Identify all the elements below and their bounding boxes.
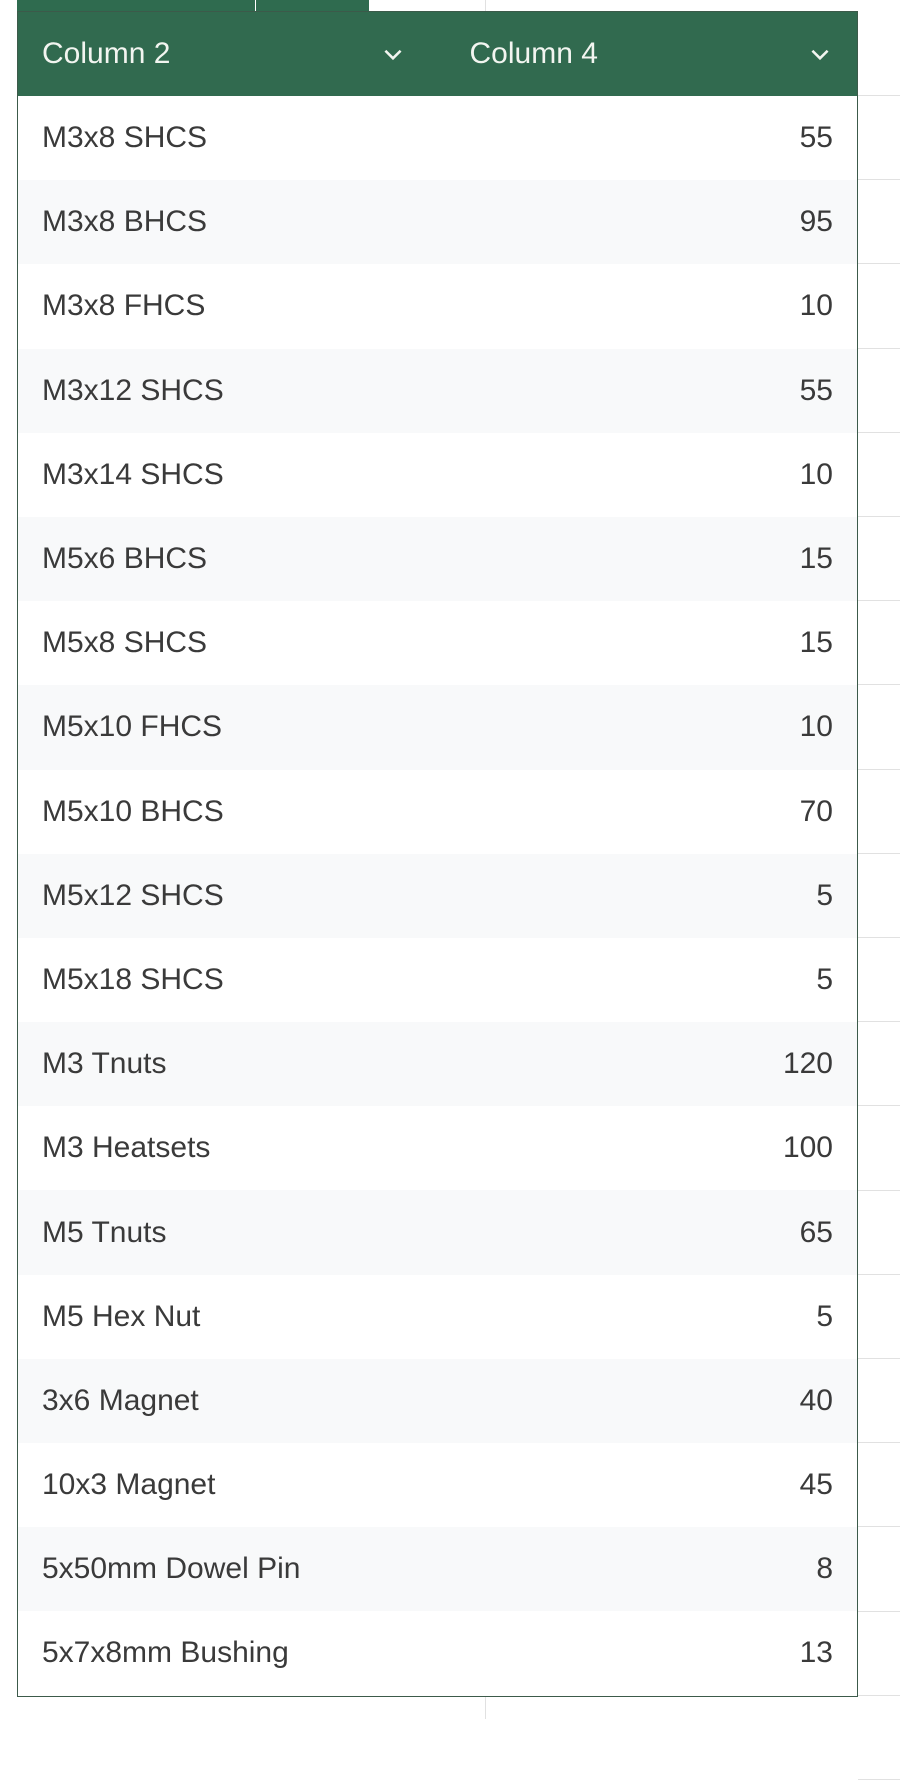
grid-line bbox=[858, 1273, 900, 1275]
item-cell[interactable]: M3 Tnuts bbox=[42, 1047, 167, 1081]
header-cell-above bbox=[256, 0, 369, 11]
quantity-cell[interactable]: 70 bbox=[799, 794, 833, 828]
quantity-cell[interactable]: 5 bbox=[816, 962, 833, 996]
quantity-cell[interactable]: 55 bbox=[799, 121, 833, 155]
table-row[interactable]: 5x7x8mm Bushing 13 bbox=[18, 1611, 857, 1695]
table-row[interactable]: M3x8 SHCS 55 bbox=[18, 96, 857, 180]
table-row[interactable]: M3 Tnuts 120 bbox=[18, 1022, 857, 1107]
table-row[interactable]: M5x8 SHCS 15 bbox=[18, 601, 857, 685]
quantity-cell[interactable]: 15 bbox=[799, 626, 833, 660]
table-row[interactable]: 5x50mm Dowel Pin 8 bbox=[18, 1527, 857, 1612]
grid-line bbox=[858, 516, 900, 517]
quantity-cell[interactable]: 95 bbox=[799, 205, 833, 239]
chevron-down-icon[interactable] bbox=[380, 41, 406, 67]
grid-line bbox=[858, 768, 900, 770]
quantity-cell[interactable]: 55 bbox=[799, 373, 833, 407]
grid-line bbox=[858, 684, 900, 686]
table-row[interactable]: M5x6 BHCS 15 bbox=[18, 516, 857, 602]
table-row[interactable]: M5x10 BHCS 70 bbox=[18, 770, 857, 854]
item-cell[interactable]: M3 Heatsets bbox=[42, 1131, 211, 1165]
item-cell[interactable]: M3x12 SHCS bbox=[42, 373, 224, 407]
quantity-cell[interactable]: 5 bbox=[816, 1299, 833, 1333]
chevron-down-icon[interactable] bbox=[807, 41, 833, 67]
item-cell[interactable]: M3x8 FHCS bbox=[42, 289, 206, 323]
table-row[interactable]: M5x10 FHCS 10 bbox=[18, 685, 857, 770]
item-cell[interactable]: 3x6 Magnet bbox=[42, 1383, 199, 1417]
item-cell[interactable]: 5x7x8mm Bushing bbox=[42, 1636, 289, 1670]
item-cell[interactable]: 10x3 Magnet bbox=[42, 1468, 216, 1502]
item-cell[interactable]: 5x50mm Dowel Pin bbox=[42, 1552, 301, 1586]
table-row[interactable]: M5x12 SHCS 5 bbox=[18, 853, 857, 938]
item-cell[interactable]: M5x12 SHCS bbox=[42, 878, 224, 912]
table-row[interactable]: 3x6 Magnet 40 bbox=[18, 1358, 857, 1443]
item-cell[interactable]: M5 Hex Nut bbox=[42, 1299, 201, 1333]
table-row[interactable]: M3x14 SHCS 10 bbox=[18, 433, 857, 517]
quantity-cell[interactable]: 8 bbox=[816, 1552, 833, 1586]
grid-line bbox=[858, 1105, 900, 1107]
quantity-cell[interactable]: 120 bbox=[782, 1047, 833, 1081]
table: Column 2 Column 4 M3x8 SHCS 55 M3x8 BHCS 95… bbox=[17, 11, 858, 1697]
item-cell[interactable]: M5x10 BHCS bbox=[42, 794, 224, 828]
table-row[interactable]: M3x12 SHCS 55 bbox=[18, 348, 857, 433]
grid-line bbox=[858, 1358, 900, 1359]
column-header-label: Column 4 bbox=[469, 37, 598, 70]
table-row[interactable]: M3x8 BHCS 95 bbox=[18, 180, 857, 265]
table-row[interactable]: M5 Tnuts 65 bbox=[18, 1190, 857, 1275]
grid-line bbox=[858, 1526, 900, 1528]
quantity-cell[interactable]: 10 bbox=[799, 457, 833, 491]
table-row[interactable]: 10x3 Magnet 45 bbox=[18, 1443, 857, 1527]
column-header-4[interactable]: Column 4 bbox=[446, 37, 858, 71]
header-cell-above bbox=[17, 0, 255, 11]
grid-line bbox=[858, 1442, 900, 1444]
item-cell[interactable]: M5x10 FHCS bbox=[42, 710, 223, 744]
quantity-cell[interactable]: 5 bbox=[816, 878, 833, 912]
item-cell[interactable]: M3x8 BHCS bbox=[42, 205, 208, 239]
quantity-cell[interactable]: 10 bbox=[799, 710, 833, 744]
item-cell[interactable]: M5x6 BHCS bbox=[42, 542, 208, 576]
item-cell[interactable]: M5x18 SHCS bbox=[42, 962, 224, 996]
grid-line bbox=[858, 431, 900, 433]
quantity-cell[interactable]: 13 bbox=[799, 1636, 833, 1670]
item-cell[interactable]: M3x8 SHCS bbox=[42, 121, 208, 155]
grid-line bbox=[858, 263, 900, 265]
grid-line bbox=[858, 600, 900, 602]
item-cell[interactable]: M5x8 SHCS bbox=[42, 626, 208, 660]
quantity-cell[interactable]: 15 bbox=[799, 542, 833, 576]
quantity-cell[interactable]: 45 bbox=[799, 1468, 833, 1502]
grid-line bbox=[858, 1021, 900, 1023]
table-body: M3x8 SHCS 55 M3x8 BHCS 95 M3x8 FHCS 10 M3x12 S… bbox=[18, 96, 857, 1696]
grid-line bbox=[858, 95, 900, 96]
item-cell[interactable]: M5 Tnuts bbox=[42, 1215, 167, 1249]
table-row[interactable]: M3x8 FHCS 10 bbox=[18, 264, 857, 348]
table-row[interactable]: M5x18 SHCS 5 bbox=[18, 938, 857, 1022]
grid-line bbox=[858, 1610, 900, 1612]
quantity-cell[interactable]: 100 bbox=[782, 1131, 833, 1165]
grid-line bbox=[858, 1694, 900, 1696]
grid-line bbox=[858, 1189, 900, 1191]
column-header-2[interactable]: Column 2 bbox=[18, 37, 446, 71]
grid-line bbox=[858, 852, 900, 854]
item-cell[interactable]: M3x14 SHCS bbox=[42, 457, 224, 491]
grid-line bbox=[858, 937, 900, 938]
table-header: Column 2 Column 4 bbox=[18, 12, 857, 96]
column-header-label: Column 2 bbox=[42, 37, 171, 70]
quantity-cell[interactable]: 40 bbox=[799, 1383, 833, 1417]
grid-line bbox=[858, 347, 900, 349]
quantity-cell[interactable]: 65 bbox=[799, 1215, 833, 1249]
grid-line bbox=[858, 179, 900, 181]
quantity-cell[interactable]: 10 bbox=[799, 289, 833, 323]
table-row[interactable]: M3 Heatsets 100 bbox=[18, 1106, 857, 1190]
table-row[interactable]: M5 Hex Nut 5 bbox=[18, 1275, 857, 1359]
